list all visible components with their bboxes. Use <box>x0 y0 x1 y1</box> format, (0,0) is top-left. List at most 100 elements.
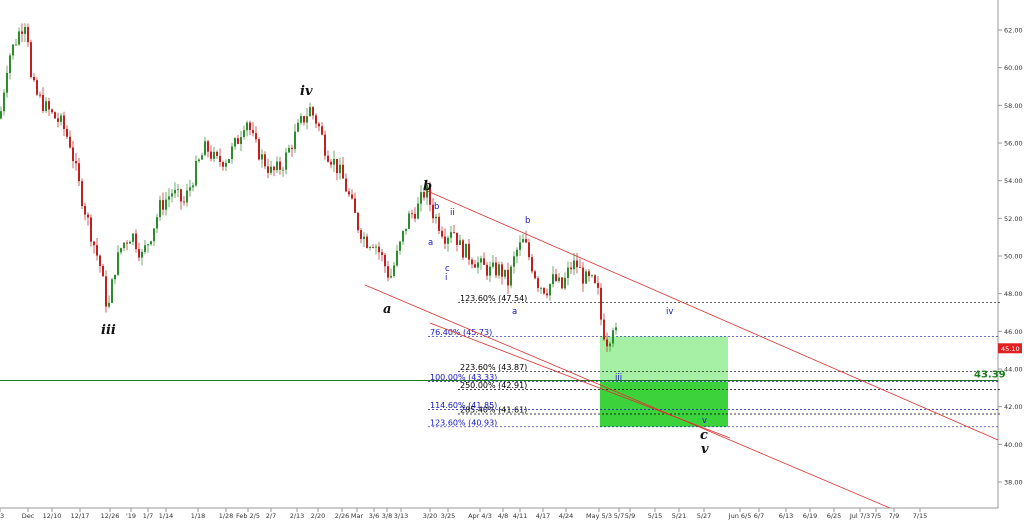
x-tick-label: 2/20 <box>311 512 326 520</box>
candle-body <box>327 155 329 162</box>
wave-labels: iii iv a b c v b ii a c i b a iv iii v <box>101 84 709 457</box>
minor-wave-a2: a <box>512 307 517 317</box>
candle-body <box>177 189 179 191</box>
candle-body <box>159 200 161 218</box>
x-tick-label: 12/10 <box>43 512 62 520</box>
minor-wave-ii: ii <box>450 208 455 218</box>
candle-body <box>45 101 47 112</box>
candle-body <box>528 242 530 258</box>
x-tick-label: '19 <box>126 512 136 520</box>
candle-body <box>174 189 176 194</box>
candle-body <box>9 55 11 73</box>
candle-body <box>237 138 239 144</box>
candle-body <box>474 264 476 268</box>
target-zone-lower <box>600 381 728 427</box>
candle-body <box>3 92 5 112</box>
candle-body <box>489 266 491 276</box>
x-tick-label: 2/7 <box>266 512 276 520</box>
minor-wave-iii: iii <box>615 373 622 383</box>
x-tick-label: 5/9 <box>625 512 635 520</box>
candle-body <box>120 248 122 253</box>
candle-body <box>414 213 416 219</box>
candle-body <box>105 276 107 307</box>
candle-body <box>153 228 155 242</box>
candle-body <box>393 265 395 276</box>
target-zone-upper <box>600 336 728 382</box>
fib-label: 114.60% (41.85) <box>430 401 497 410</box>
candle-body <box>291 147 293 150</box>
x-tick-label: 2/26 <box>335 512 350 520</box>
candle-body <box>492 262 494 267</box>
candle-body <box>546 293 548 296</box>
candle-body <box>111 279 113 303</box>
candle-body <box>456 232 458 246</box>
candle-body <box>156 217 158 229</box>
candle-body <box>471 259 473 265</box>
candle-body <box>513 256 515 267</box>
candle-body <box>36 80 38 95</box>
candle-body <box>132 233 134 242</box>
fib-label: 100.00% (43.33) <box>430 373 497 382</box>
candle-body <box>216 151 218 156</box>
candle-body <box>306 116 308 123</box>
candle-body <box>213 151 215 159</box>
candle-body <box>375 246 377 248</box>
candle-body <box>225 162 227 167</box>
candle-body <box>90 217 92 242</box>
x-tick-label: 4/17 <box>536 512 551 520</box>
candle-body <box>33 76 35 81</box>
candle-body <box>411 213 413 215</box>
candle-body <box>351 194 353 199</box>
candle-body <box>246 122 248 131</box>
candle-body <box>0 111 2 119</box>
candle-body <box>276 161 278 171</box>
candle-body <box>495 262 497 276</box>
candle-body <box>420 192 422 204</box>
x-tick-label: 3/20 <box>423 512 438 520</box>
candle-body <box>459 240 461 246</box>
fib-label: 285.40% (41.61) <box>460 406 527 415</box>
candle-body <box>243 130 245 138</box>
x-axis-ticks: 23 Dec 12/10 12/17 12/26 '19 1/7 1/14 1/18 1/28Fe… <box>0 508 927 520</box>
candle-body <box>282 169 284 171</box>
x-tick-label: 12/26 <box>101 512 120 520</box>
candle-body <box>432 204 434 219</box>
candle-body <box>555 274 557 281</box>
x-tick-label: 3/13 <box>394 512 409 520</box>
y-tick-label: 54.00 <box>1004 177 1023 185</box>
candle-body <box>318 123 320 127</box>
y-tick-label: 52.00 <box>1004 215 1023 223</box>
candle-body <box>603 319 605 340</box>
candle-body <box>531 257 533 272</box>
candle-body <box>360 230 362 240</box>
x-tick-label: 5/27 <box>697 512 712 520</box>
fib-label: 223.60% (43.87) <box>460 363 527 372</box>
candle-body <box>66 128 68 137</box>
minor-wave-i: i <box>445 273 447 283</box>
candle-body <box>591 275 593 277</box>
candle-body <box>501 264 503 277</box>
candle-body <box>399 241 401 251</box>
x-tick-label: 7/15 <box>913 512 928 520</box>
candle-body <box>231 146 233 160</box>
candle-body <box>576 260 578 268</box>
candle-body <box>426 185 428 198</box>
candle-body <box>615 327 617 331</box>
candle-body <box>75 161 77 164</box>
candle-body <box>606 339 608 347</box>
candle-body <box>96 245 98 256</box>
candle-body <box>222 161 224 167</box>
candle-body <box>354 198 356 213</box>
candle-body <box>150 241 152 245</box>
candle-body <box>141 251 143 258</box>
fib-label: 123.60% (40.93) <box>430 418 497 427</box>
candle-body <box>465 243 467 258</box>
minor-wave-a1: a <box>428 238 433 248</box>
candle-body <box>135 233 137 250</box>
candle-body <box>441 230 443 237</box>
candle-body <box>525 239 527 243</box>
wave-label-b: b <box>423 179 432 194</box>
candle-body <box>543 287 545 294</box>
candle-body <box>567 267 569 278</box>
